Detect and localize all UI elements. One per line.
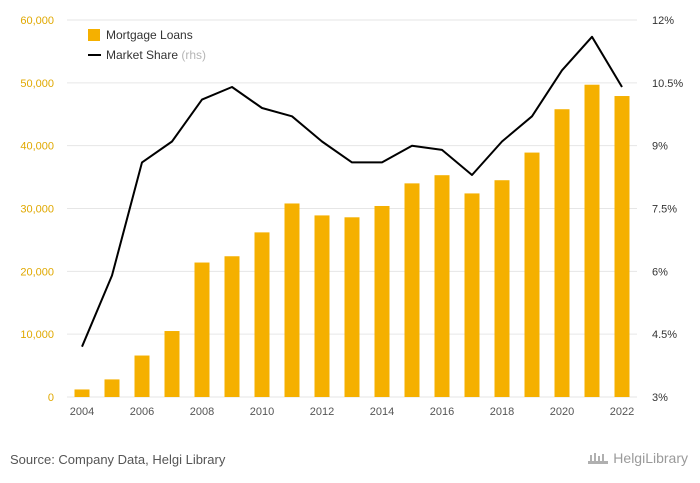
y-right-tick-label: 10.5% bbox=[652, 78, 683, 90]
bar bbox=[374, 205, 390, 397]
bar bbox=[104, 379, 120, 397]
bar bbox=[404, 183, 420, 397]
bar bbox=[554, 109, 570, 398]
bar bbox=[434, 175, 450, 397]
library-icon bbox=[588, 453, 609, 464]
x-tick-label: 2012 bbox=[310, 406, 334, 418]
legend-label-market-share: Market Share (rhs) bbox=[106, 48, 206, 62]
bar bbox=[134, 355, 150, 397]
y-left-tick-label: 40,000 bbox=[20, 141, 54, 153]
legend-label-mortgage-loans: Mortgage Loans bbox=[106, 28, 193, 42]
bar bbox=[584, 84, 600, 398]
market-share-line bbox=[81, 35, 623, 348]
bar bbox=[614, 96, 630, 398]
y-left-tick-label: 0 bbox=[48, 392, 54, 404]
x-tick-label: 2018 bbox=[490, 406, 514, 418]
bar bbox=[464, 193, 480, 397]
y-left-tick-label: 50,000 bbox=[20, 78, 54, 90]
bar bbox=[224, 256, 240, 397]
x-tick-label: 2004 bbox=[70, 406, 94, 418]
x-tick-label: 2006 bbox=[130, 406, 154, 418]
brand-logo: HelgiLibrary bbox=[587, 450, 688, 466]
bar bbox=[344, 217, 360, 397]
chart-canvas: 0 3% 10,000 4.5% 20,000 6% 30,000 7.5% 40,000 9% 5… bbox=[20, 15, 683, 418]
y-right-tick-label: 12% bbox=[652, 15, 674, 27]
bar bbox=[284, 203, 300, 397]
y-left-tick-label: 20,000 bbox=[20, 266, 54, 278]
y-left-tick-label: 10,000 bbox=[20, 329, 54, 341]
x-tick-label: 2022 bbox=[610, 406, 634, 418]
y-right-tick-label: 9% bbox=[652, 141, 668, 153]
y-right-tick-label: 6% bbox=[652, 266, 668, 278]
bar bbox=[314, 215, 330, 397]
x-tick-label: 2010 bbox=[250, 406, 274, 418]
bar bbox=[254, 232, 270, 397]
y-right-tick-label: 4.5% bbox=[652, 329, 677, 341]
brand-name: HelgiLibrary bbox=[613, 450, 688, 466]
x-tick-label: 2020 bbox=[550, 406, 574, 418]
x-tick-label: 2008 bbox=[190, 406, 214, 418]
y-left-tick-label: 30,000 bbox=[20, 204, 54, 216]
y-right-tick-label: 7.5% bbox=[652, 204, 677, 216]
bar bbox=[74, 389, 90, 397]
y-right-tick-label: 3% bbox=[652, 392, 668, 404]
legend-swatch-mortgage-loans bbox=[88, 29, 100, 41]
bar bbox=[524, 152, 540, 397]
y-left-tick-label: 60,000 bbox=[20, 15, 54, 27]
x-tick-label: 2014 bbox=[370, 406, 394, 418]
bar bbox=[194, 262, 210, 397]
x-tick-label: 2016 bbox=[430, 406, 454, 418]
source-note: Source: Company Data, Helgi Library bbox=[10, 452, 226, 467]
bar bbox=[494, 180, 510, 397]
bar bbox=[164, 331, 180, 397]
